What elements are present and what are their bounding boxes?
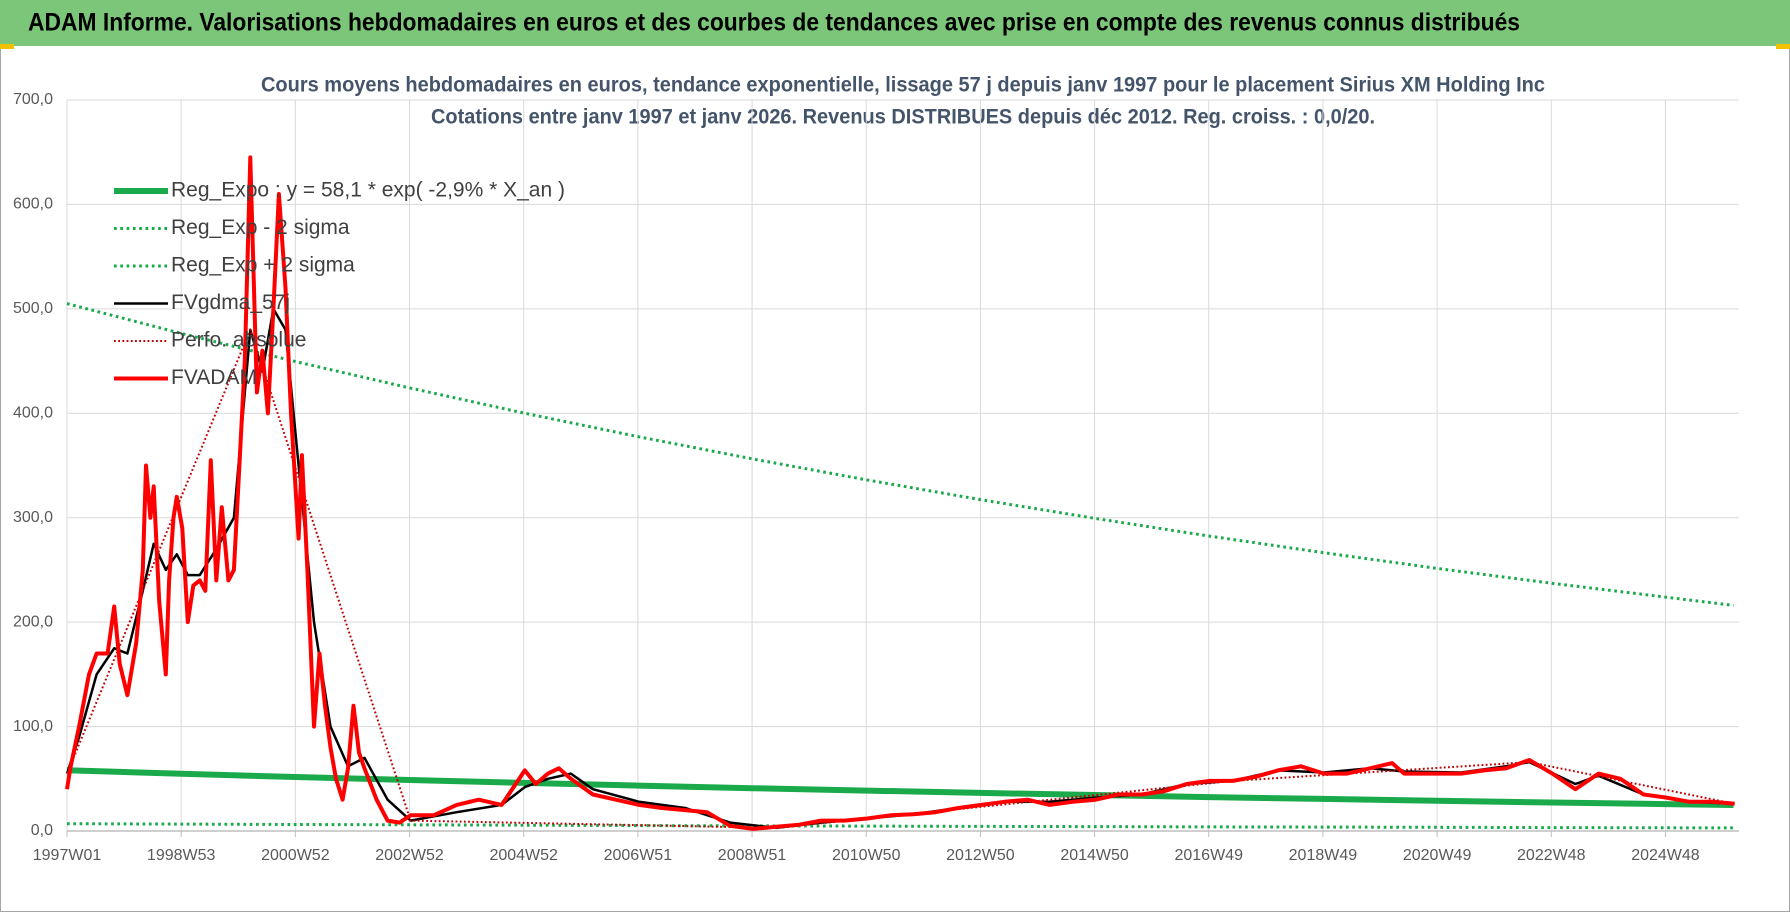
- corner: [1776, 44, 1790, 49]
- x-tick-label: 2024W48: [1631, 847, 1700, 864]
- y-tick-label: 0,0: [31, 822, 53, 839]
- y-tick-label: 600,0: [13, 196, 53, 213]
- y-tick-label: 300,0: [13, 509, 53, 526]
- series-line: [65, 155, 1735, 831]
- y-tick-label: 500,0: [13, 300, 53, 317]
- x-tick-label: 2018W49: [1289, 847, 1358, 864]
- x-tick-label: 2000W52: [261, 847, 330, 864]
- legend-label: FVADAM: [171, 366, 257, 389]
- legend-label: Reg_Exp - 2 sigma: [171, 216, 350, 239]
- chart-title: Cours moyens hebdomadaires en euros, ten…: [261, 74, 1545, 97]
- y-tick-label: 700,0: [13, 91, 53, 108]
- x-tick-label: 1997W01: [33, 847, 102, 864]
- corner: [0, 44, 14, 49]
- x-tick-label: 2002W52: [375, 847, 444, 864]
- header-title: ADAM Informe. Valorisations hebdomadaire…: [28, 9, 1520, 37]
- legend-label: Reg_Exp + 2 sigma: [171, 254, 355, 277]
- x-tick-label: 2012W50: [946, 847, 1015, 864]
- series-line: [66, 822, 1734, 830]
- x-tick-label: 2004W52: [489, 847, 558, 864]
- x-tick-label: 2020W49: [1403, 847, 1472, 864]
- legend-label: Perfo. absolue: [171, 329, 306, 352]
- x-tick-label: 2016W49: [1174, 847, 1243, 864]
- y-tick-label: 400,0: [13, 405, 53, 422]
- series-line: [66, 302, 1734, 607]
- x-tick-label: 2006W51: [604, 847, 673, 864]
- series-line: [66, 767, 1734, 808]
- x-tick-label: 2022W48: [1517, 847, 1586, 864]
- y-tick-label: 100,0: [13, 718, 53, 735]
- legend-label: FVgdma_57j: [171, 291, 290, 314]
- legend-label: Reg_Expo : y = 58,1 * exp( -2,9% * X_an …: [171, 179, 565, 202]
- x-tick-label: 2014W50: [1060, 847, 1129, 864]
- chart-subtitle: Cotations entre janv 1997 et janv 2026. …: [431, 106, 1375, 129]
- header-bar: [0, 0, 1790, 46]
- x-tick-label: 1998W53: [147, 847, 216, 864]
- y-tick-label: 200,0: [13, 613, 53, 630]
- x-tick-label: 2008W51: [718, 847, 787, 864]
- x-tick-label: 2010W50: [832, 847, 901, 864]
